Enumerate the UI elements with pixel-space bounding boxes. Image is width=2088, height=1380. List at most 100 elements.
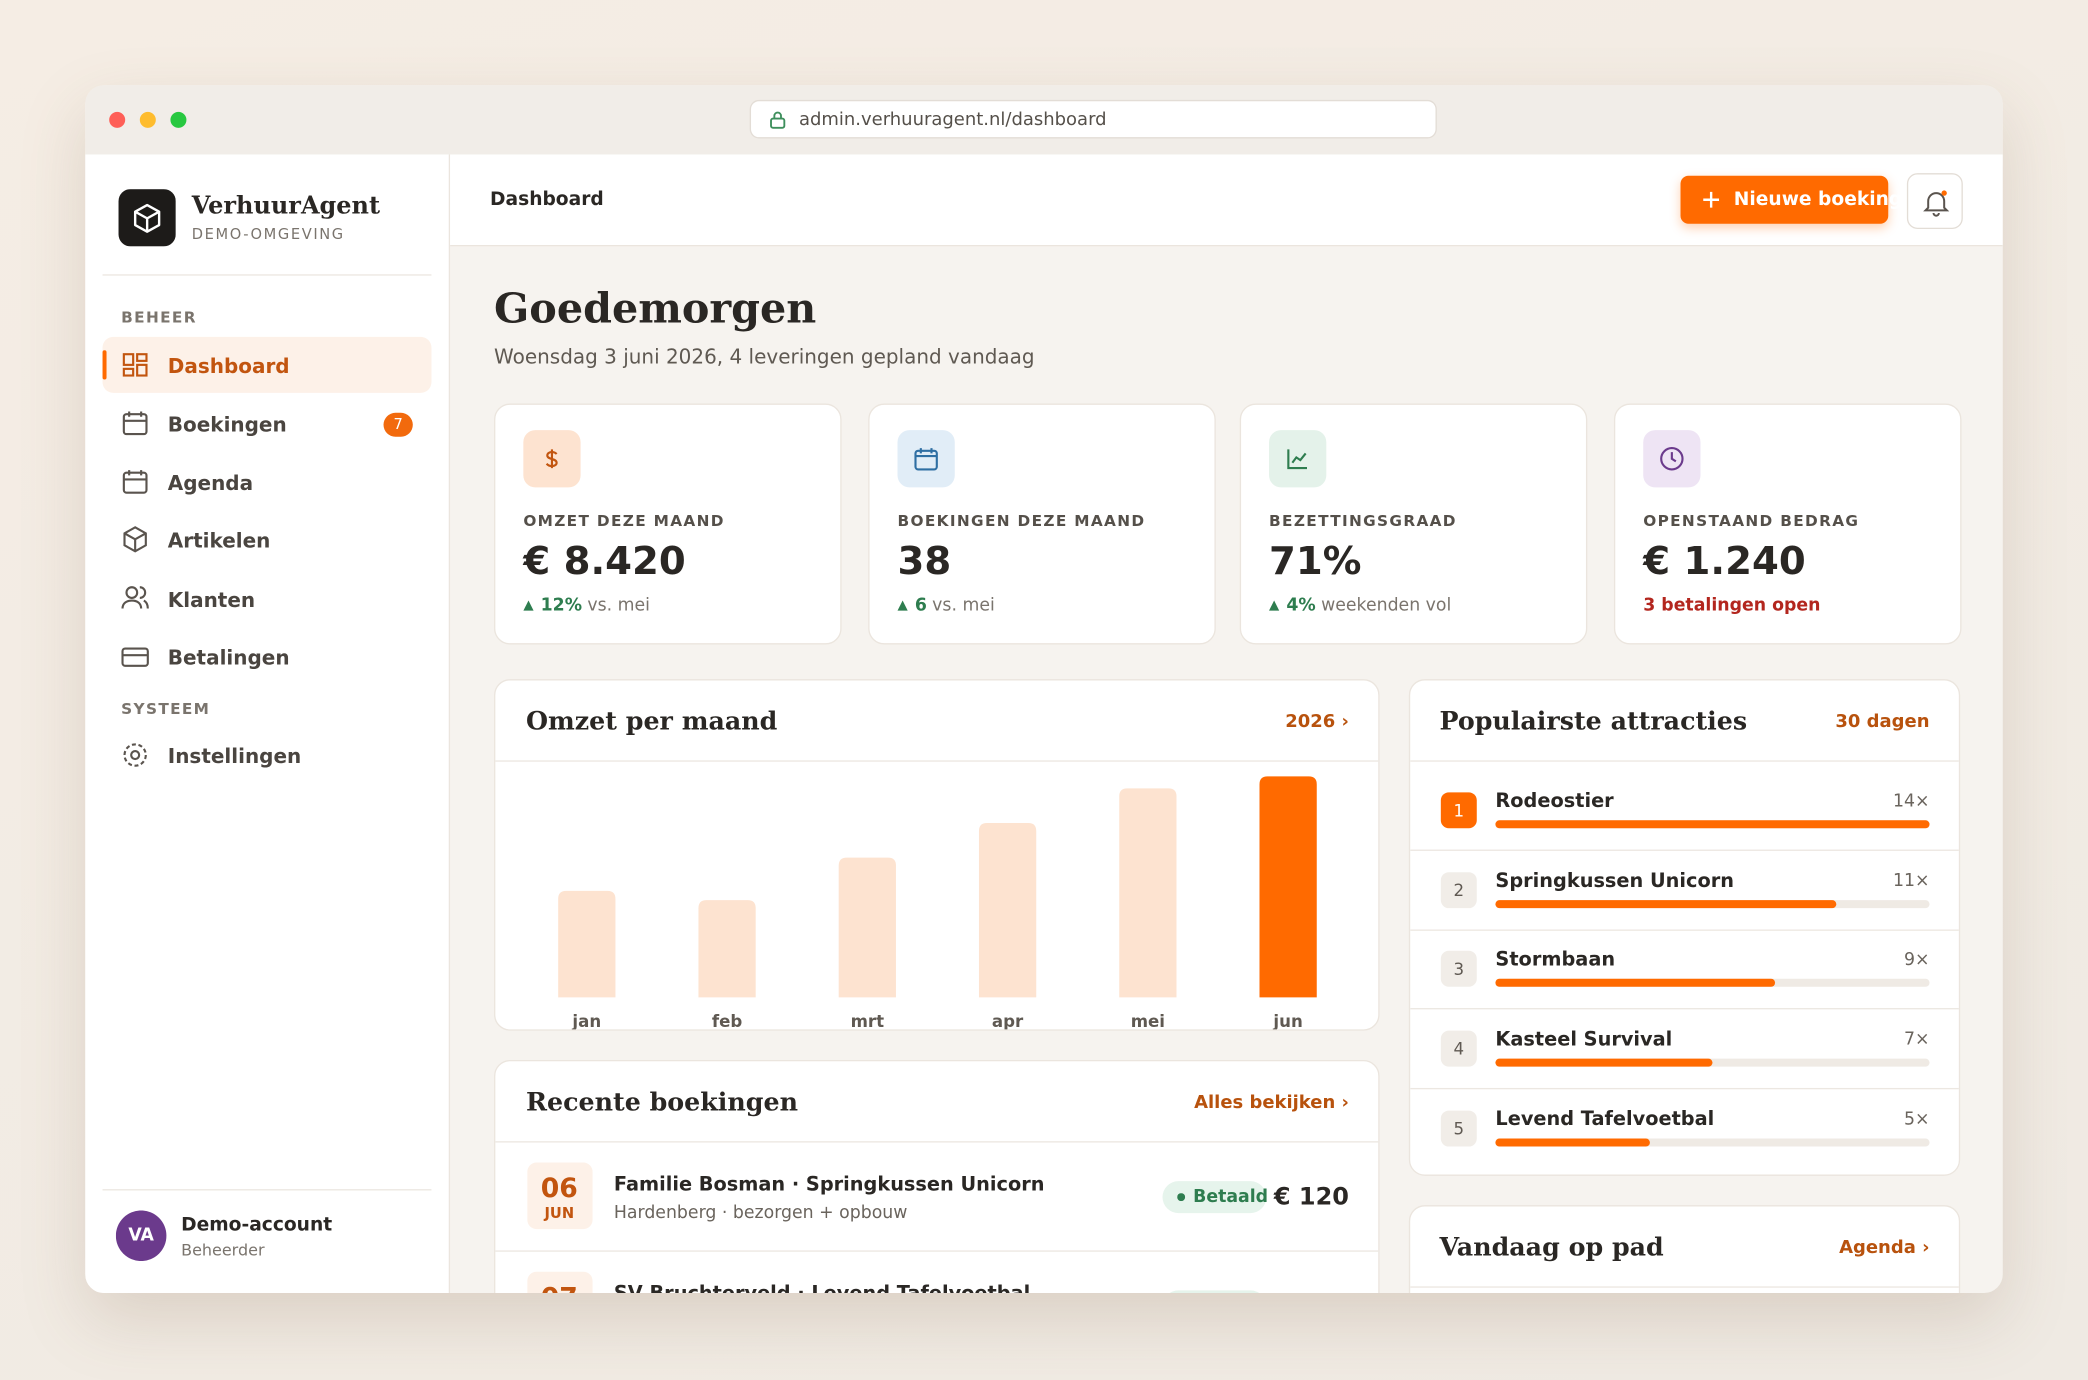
x-tick-label: mei [1131,1012,1165,1030]
card-title: Omzet per maand [525,707,778,737]
card-link[interactable]: Alles bekijken › [1194,1091,1349,1114]
url-bar[interactable]: admin.verhuuragent.nl/dashboard [749,99,1437,139]
kpi-card: BOEKINGEN DEZE MAAND 38 ▲ 6 vs. mei [868,403,1216,645]
divider [1410,929,1959,931]
kpi-note: vs. mei [587,595,651,616]
kpi-label: OMZET DEZE MAAND [523,511,725,530]
bar [1495,1058,1713,1067]
kpi-delta: 12% [540,595,583,616]
card-link[interactable]: Agenda › [1839,1237,1930,1259]
button-label: Nieuwe boeking [1733,189,1903,211]
booking-title[interactable]: Familie Bosman · Springkussen Unicorn [613,1174,1045,1196]
nav-icons [121,353,149,767]
bar [1495,899,1837,908]
bar [978,822,1037,998]
rank-box: 4 [1440,1030,1477,1067]
kpi-icon [1269,430,1327,488]
rank-box: 2 [1440,871,1477,908]
sidebar: VerhuurAgent DEMO-OMGEVING BEHEER Dashbo… [85,154,451,1294]
status-badge [1162,1181,1267,1214]
bar [1495,979,1775,988]
item-name: Springkussen Unicorn [1495,870,1735,892]
card-link[interactable]: 30 dagen [1835,711,1930,733]
section-title: BEHEER [121,307,197,327]
bar [838,857,896,998]
kpi-delta: 4% [1286,595,1316,616]
nav-item[interactable]: Agenda [167,471,254,496]
today-card: Vandaag op pad Agenda › [1408,1205,1961,1294]
kpi-value: € 8.420 [523,537,686,584]
active-item[interactable] [102,336,432,393]
kpi-value: 71% [1269,537,1362,584]
booking-amount: € 120 [1273,1183,1349,1212]
kpi-value: € 1.240 [1643,537,1806,584]
nav-item[interactable]: Dashboard [167,354,290,379]
icon [914,448,938,471]
new-booking-button[interactable]: Nieuwe boeking [1680,175,1902,224]
kpi-card: OPENSTAAND BEDRAG € 1.240 3 betalingen ope… [1613,403,1962,645]
status-label: Betaald [1193,1187,1269,1208]
bar [1495,820,1930,829]
user-name: Demo-account [181,1214,333,1236]
card-link[interactable]: 2026 › [1285,711,1349,733]
kpi-icon [897,430,955,488]
user-role: Beheerder [181,1241,265,1260]
traffic-lights [109,111,187,128]
kpi-label: OPENSTAAND BEDRAG [1643,511,1860,530]
kpi-value: 38 [897,537,952,584]
kpi-note: 3 betalingen open [1643,595,1821,616]
revenue-chart: jan feb mrt apr mei jun [558,776,1317,1030]
date-box [527,1271,593,1294]
avatar-initials: VA [128,1225,154,1246]
kpi-note: vs. mei [932,595,995,616]
nav-item[interactable]: Boekingen [167,412,287,437]
x-tick-label: apr [992,1012,1024,1030]
popular-card: Populairste attracties 30 dagen 1 Rodeost… [1408,679,1961,1176]
nav-badge: 7 [383,412,413,437]
x-tick-label: mrt [851,1012,885,1030]
bar [1119,788,1177,998]
booking-sub: Hardenberg · bezorgen + opbouw [613,1203,908,1224]
recent-card: Recente boekingen Alles bekijken › 06 JU… [494,1059,1380,1294]
avatar [115,1210,167,1262]
lock-icon [770,111,786,129]
date-month: JUN [544,1204,575,1222]
delta-arrow: ▲ [523,598,534,614]
card-title: Recente boekingen [525,1087,799,1118]
card-title: Vandaag op pad [1439,1233,1664,1263]
brand-name: VerhuurAgent [191,192,381,221]
rank-box: 1 [1440,792,1477,829]
nav-item[interactable]: Klanten [167,588,256,613]
item-count: 5× [1904,1109,1930,1130]
icon [545,449,558,469]
nav-item[interactable]: Instellingen [167,744,302,769]
kpi-label: BEZETTINGSGRAAD [1269,511,1457,530]
kpi-icon [1643,430,1701,488]
greeting: Goedemorgen [494,284,817,333]
x-tick-label: feb [712,1012,743,1030]
kpi-card: BEZETTINGSGRAAD 71% ▲ 4% weekenden vol [1239,403,1588,645]
bar [1495,1138,1651,1147]
section-title: SYSTEEM [121,699,211,718]
date-day: 07 [541,1281,578,1293]
nav-item[interactable]: Betalingen [167,645,290,670]
rank-box: 5 [1440,1110,1477,1147]
icon [1660,447,1684,471]
item-name: Kasteel Survival [1495,1029,1673,1051]
status-badge [1162,1290,1267,1294]
item-count: 14× [1892,791,1930,812]
notifications-button[interactable] [1906,173,1963,230]
browser-window: admin.verhuuragent.nl/dashboard VerhuurA… [85,85,2003,1294]
nav-item[interactable]: Artikelen [167,528,271,553]
date-box [527,1162,593,1230]
x-tick-label: jun [1272,1012,1302,1030]
divider [1410,1008,1959,1010]
booking-title[interactable]: SV Bruchterveld · Levend Tafelvoetbal [614,1284,1030,1293]
bar-track [1495,1138,1930,1147]
popular-list: 1 Rodeostier 14× 2 Springkussen Unicorn 11× 3 S… [1410,680,1959,1174]
item-count: 7× [1904,1030,1930,1051]
bar-track [1495,1058,1930,1067]
item-name: Stormbaan [1495,949,1616,972]
